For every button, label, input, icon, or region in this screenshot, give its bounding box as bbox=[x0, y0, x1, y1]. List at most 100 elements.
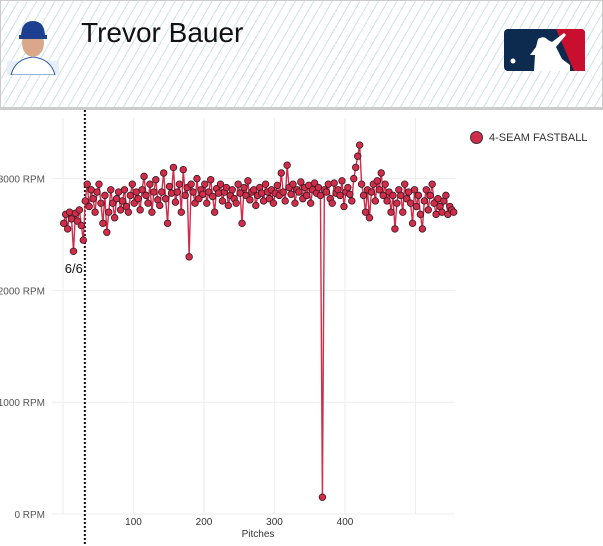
data-point[interactable] bbox=[175, 180, 184, 188]
data-point[interactable] bbox=[206, 176, 215, 184]
data-point[interactable] bbox=[163, 219, 172, 228]
data-point[interactable] bbox=[124, 208, 133, 216]
data-point[interactable] bbox=[246, 196, 254, 204]
data-point[interactable] bbox=[101, 191, 109, 200]
data-point[interactable] bbox=[350, 174, 358, 183]
data-point[interactable] bbox=[146, 180, 154, 188]
data-point[interactable] bbox=[375, 186, 383, 194]
data-point[interactable] bbox=[442, 191, 450, 200]
data-point[interactable] bbox=[75, 206, 84, 214]
data-point[interactable] bbox=[208, 192, 217, 201]
data-point[interactable] bbox=[389, 191, 397, 200]
data-point[interactable] bbox=[289, 180, 297, 188]
data-point[interactable] bbox=[95, 180, 103, 188]
data-point[interactable] bbox=[228, 186, 236, 194]
data-point[interactable] bbox=[60, 219, 68, 228]
data-point[interactable] bbox=[148, 208, 156, 216]
data-point[interactable] bbox=[352, 163, 360, 172]
data-point[interactable] bbox=[322, 188, 331, 196]
data-point[interactable] bbox=[156, 201, 164, 210]
data-point[interactable] bbox=[303, 191, 311, 200]
data-point[interactable] bbox=[295, 188, 303, 196]
data-point[interactable] bbox=[142, 191, 150, 200]
data-point[interactable] bbox=[201, 180, 209, 188]
data-point[interactable] bbox=[353, 152, 362, 160]
data-point[interactable] bbox=[291, 199, 299, 207]
data-point[interactable] bbox=[63, 225, 72, 233]
data-point[interactable] bbox=[279, 188, 287, 196]
data-point[interactable] bbox=[185, 253, 193, 261]
data-point[interactable] bbox=[110, 214, 119, 222]
data-point[interactable] bbox=[169, 163, 178, 172]
data-point[interactable] bbox=[348, 197, 356, 205]
data-point[interactable] bbox=[118, 197, 127, 205]
data-point[interactable] bbox=[116, 206, 125, 214]
data-point[interactable] bbox=[261, 180, 270, 188]
data-point[interactable] bbox=[107, 186, 115, 194]
data-point[interactable] bbox=[159, 169, 168, 177]
data-point[interactable] bbox=[428, 180, 436, 188]
data-point[interactable] bbox=[189, 188, 197, 196]
data-point[interactable] bbox=[138, 186, 146, 194]
data-point[interactable] bbox=[232, 199, 240, 207]
data-point[interactable] bbox=[93, 188, 101, 196]
data-point[interactable] bbox=[128, 180, 137, 188]
data-point[interactable] bbox=[420, 197, 429, 205]
data-point[interactable] bbox=[410, 186, 419, 194]
data-point[interactable] bbox=[91, 208, 99, 216]
data-point[interactable] bbox=[287, 190, 295, 198]
data-point[interactable] bbox=[361, 208, 370, 216]
data-point[interactable] bbox=[340, 202, 348, 211]
data-point[interactable] bbox=[393, 199, 401, 207]
data-point[interactable] bbox=[269, 199, 278, 207]
data-point[interactable] bbox=[416, 210, 425, 219]
data-point[interactable] bbox=[406, 199, 415, 207]
data-point[interactable] bbox=[397, 191, 405, 200]
data-point[interactable] bbox=[97, 199, 105, 207]
data-point[interactable] bbox=[152, 176, 160, 184]
data-point[interactable] bbox=[105, 208, 113, 216]
data-point[interactable] bbox=[324, 180, 332, 188]
data-point[interactable] bbox=[150, 188, 158, 196]
data-point[interactable] bbox=[218, 197, 227, 205]
data-point[interactable] bbox=[161, 195, 170, 203]
data-point[interactable] bbox=[157, 188, 166, 196]
data-point[interactable] bbox=[387, 208, 395, 216]
data-point[interactable] bbox=[422, 186, 430, 194]
data-point[interactable] bbox=[330, 179, 338, 187]
data-point[interactable] bbox=[328, 199, 336, 207]
data-point[interactable] bbox=[167, 189, 176, 197]
data-point[interactable] bbox=[412, 202, 421, 211]
data-point[interactable] bbox=[365, 214, 374, 222]
data-point[interactable] bbox=[383, 197, 391, 205]
data-point[interactable] bbox=[134, 195, 142, 203]
data-point[interactable] bbox=[318, 493, 327, 501]
data-point[interactable] bbox=[273, 181, 282, 190]
data-point[interactable] bbox=[216, 180, 225, 188]
data-point[interactable] bbox=[379, 191, 387, 200]
data-point[interactable] bbox=[140, 172, 148, 181]
chart-legend[interactable]: 4-SEAM FASTBALL bbox=[470, 131, 587, 144]
data-point[interactable] bbox=[177, 208, 185, 216]
data-point[interactable] bbox=[373, 177, 381, 185]
data-point[interactable] bbox=[424, 206, 432, 214]
data-point[interactable] bbox=[81, 197, 89, 205]
data-point[interactable] bbox=[103, 228, 111, 236]
data-point[interactable] bbox=[79, 236, 88, 244]
data-point[interactable] bbox=[381, 180, 389, 188]
data-point[interactable] bbox=[69, 247, 78, 255]
data-point[interactable] bbox=[126, 191, 135, 200]
data-point[interactable] bbox=[346, 190, 354, 198]
data-point[interactable] bbox=[391, 225, 399, 233]
data-point[interactable] bbox=[418, 225, 427, 233]
data-point[interactable] bbox=[399, 208, 407, 216]
data-point[interactable] bbox=[234, 180, 242, 188]
data-point[interactable] bbox=[214, 189, 223, 197]
data-point[interactable] bbox=[238, 219, 246, 228]
data-point[interactable] bbox=[281, 197, 289, 205]
data-point[interactable] bbox=[244, 177, 252, 185]
data-point[interactable] bbox=[85, 202, 93, 211]
data-point[interactable] bbox=[193, 174, 201, 183]
data-point[interactable] bbox=[83, 180, 91, 188]
data-point[interactable] bbox=[89, 195, 97, 203]
